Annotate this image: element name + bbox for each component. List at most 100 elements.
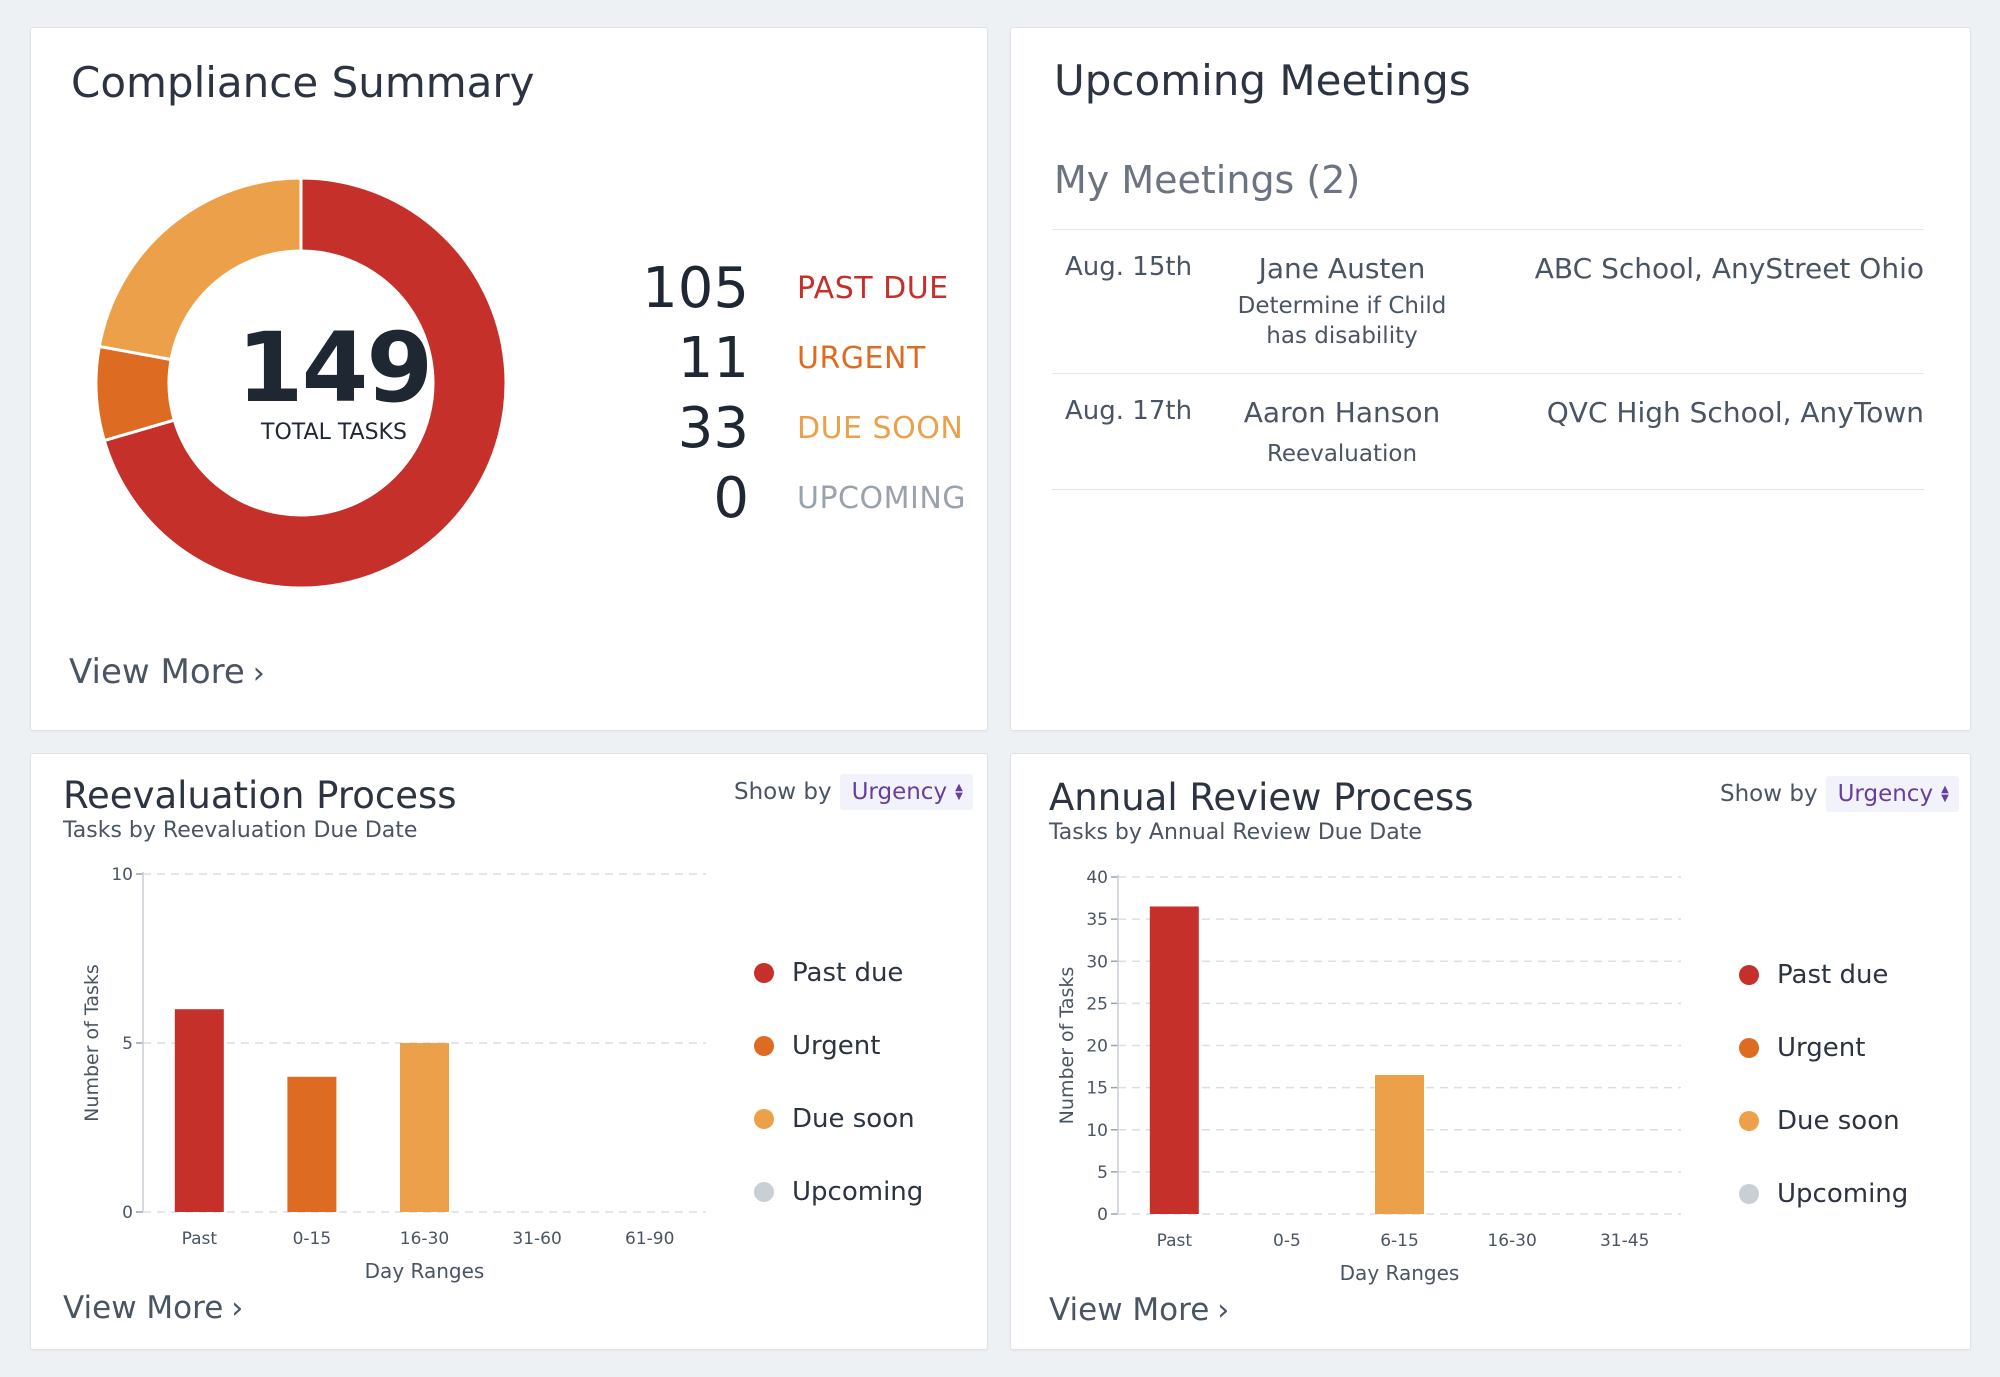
bar-6-15[interactable] xyxy=(1375,1074,1424,1214)
y-tick-label: 5 xyxy=(1097,1163,1108,1183)
bar-Past[interactable] xyxy=(1149,906,1199,1214)
legend-item-urgent[interactable]: Urgent xyxy=(1739,1011,1908,1084)
meeting-row[interactable]: Aug. 17th Aaron Hanson Reevaluation QVC … xyxy=(1052,373,1924,490)
x-tick-label: Past xyxy=(182,1229,218,1249)
y-axis-title: Number of Tasks xyxy=(81,964,103,1122)
chevron-right-icon: › xyxy=(1217,1293,1230,1328)
y-tick-label: 10 xyxy=(111,865,133,885)
annual-review-show-by: Show by Urgency ▲ ▼ xyxy=(1720,776,1959,812)
legend-dot-icon xyxy=(754,1035,774,1056)
legend-dot-icon xyxy=(1739,1110,1759,1131)
stat-urgent[interactable]: 11 URGENT xyxy=(601,323,966,393)
stat-upcoming-label: UPCOMING xyxy=(797,480,967,516)
legend-label: Upcoming xyxy=(792,1176,924,1207)
urgency-select-value: Urgency xyxy=(851,779,948,805)
annual-review-urgency-select[interactable]: Urgency ▲ ▼ xyxy=(1825,776,1959,812)
stat-past-due-label: PAST DUE xyxy=(797,270,949,306)
show-by-label: Show by xyxy=(1720,781,1818,807)
legend-item-upcoming[interactable]: Upcoming xyxy=(754,1155,923,1228)
x-tick-label: 16-30 xyxy=(1487,1231,1536,1251)
urgency-select-value: Urgency xyxy=(1837,781,1934,807)
compliance-stat-list: 105 PAST DUE 11 URGENT 33 DUE SOON 0 UPC… xyxy=(601,253,966,533)
bar-0-15[interactable] xyxy=(287,1076,337,1212)
legend-label: Due soon xyxy=(792,1103,915,1134)
legend-label: Urgent xyxy=(792,1030,881,1061)
chevron-right-icon: › xyxy=(231,1291,244,1326)
compliance-view-more-link[interactable]: View More › xyxy=(69,652,265,692)
meeting-person: Jane Austen Determine if Child has disab… xyxy=(1222,252,1462,351)
meeting-person: Aaron Hanson Reevaluation xyxy=(1222,396,1462,469)
legend-label: Past due xyxy=(1777,959,1889,990)
annual-review-process-title: Annual Review Process xyxy=(1049,776,1474,819)
x-tick-label: Past xyxy=(1157,1231,1193,1251)
legend-label: Urgent xyxy=(1777,1032,1866,1063)
meeting-location: QVC High School, AnyTown xyxy=(1546,396,1924,429)
total-tasks-count: 149 xyxy=(236,312,433,424)
compliance-summary-title: Compliance Summary xyxy=(71,58,535,107)
bar-Past[interactable] xyxy=(174,1009,224,1212)
meeting-description-line-1: Determine if Child xyxy=(1237,293,1447,319)
meeting-description-line-1: Reevaluation xyxy=(1266,441,1418,467)
legend-item-due-soon[interactable]: Due soon xyxy=(1739,1084,1908,1157)
legend-item-upcoming[interactable]: Upcoming xyxy=(1739,1157,1908,1230)
stat-due-soon-label: DUE SOON xyxy=(797,410,964,446)
x-tick-label: 0-15 xyxy=(293,1229,332,1249)
reevaluation-process-title: Reevaluation Process xyxy=(63,774,457,817)
compliance-donut-chart xyxy=(94,176,508,590)
reevaluation-urgency-select[interactable]: Urgency ▲ ▼ xyxy=(839,774,973,810)
show-by-label: Show by xyxy=(734,779,832,805)
annual-review-process-subtitle: Tasks by Annual Review Due Date xyxy=(1049,820,1422,845)
y-tick-label: 5 xyxy=(122,1034,133,1054)
reevaluation-bar-chart: 0 5 10 Past 0-15 16-30 31-60 61-90 Day Ranges Num… xyxy=(81,865,706,1283)
annual-review-view-more-label: View More xyxy=(1049,1292,1210,1328)
sort-arrows-icon: ▲ ▼ xyxy=(955,782,963,802)
legend-dot-icon xyxy=(754,962,774,983)
total-tasks-label: TOTAL TASKS xyxy=(261,420,407,445)
y-tick-label: 40 xyxy=(1086,868,1108,888)
annual-review-process-card: 0 5 10 15 20 25 30 35 40 Past 0-5 6-15 16-30 31-45 Day… xyxy=(1010,753,1971,1350)
donut-center: 149 TOTAL TASKS xyxy=(159,320,509,445)
bar-16-30[interactable] xyxy=(400,1043,449,1212)
legend-item-past-due[interactable]: Past due xyxy=(1739,938,1908,1011)
annual-review-legend: Past due Urgent Due soon Upcoming xyxy=(1739,938,1908,1230)
stat-due-soon[interactable]: 33 DUE SOON xyxy=(601,393,966,463)
y-tick-label: 35 xyxy=(1086,910,1108,930)
meeting-location: ABC School, AnyStreet Ohio xyxy=(1534,252,1924,285)
legend-item-due-soon[interactable]: Due soon xyxy=(754,1082,923,1155)
donut-slice-due-soon[interactable] xyxy=(97,176,303,362)
stat-urgent-label: URGENT xyxy=(797,340,926,376)
meetings-list: Aug. 15th Jane Austen Determine if Child… xyxy=(1052,229,1924,490)
legend-item-past-due[interactable]: Past due xyxy=(754,936,923,1009)
stat-urgent-count: 11 xyxy=(677,325,749,391)
reevaluation-view-more-label: View More xyxy=(63,1290,224,1326)
upcoming-meetings-card: Upcoming Meetings My Meetings (2) Aug. 1… xyxy=(1010,27,1971,731)
stat-past-due[interactable]: 105 PAST DUE xyxy=(601,253,966,323)
donut-slice-past-due[interactable] xyxy=(102,176,508,590)
x-tick-label: 0-5 xyxy=(1273,1231,1301,1251)
stat-due-soon-count: 33 xyxy=(677,395,749,461)
reevaluation-process-subtitle: Tasks by Reevaluation Due Date xyxy=(63,818,418,843)
legend-dot-icon xyxy=(1739,1037,1759,1058)
x-tick-label: 31-60 xyxy=(512,1229,561,1249)
x-axis-title: Day Ranges xyxy=(1340,1261,1460,1285)
stat-upcoming[interactable]: 0 UPCOMING xyxy=(601,463,966,533)
y-tick-label: 20 xyxy=(1086,1037,1108,1057)
reevaluation-view-more-link[interactable]: View More › xyxy=(63,1290,243,1326)
meeting-row[interactable]: Aug. 15th Jane Austen Determine if Child… xyxy=(1052,229,1924,373)
meeting-person-name: Jane Austen xyxy=(1258,252,1426,285)
meeting-person-name: Aaron Hanson xyxy=(1243,396,1441,429)
my-meetings-heading: My Meetings (2) xyxy=(1054,158,1361,202)
compliance-summary-card: Compliance Summary 149 TOTAL TASKS 105 P… xyxy=(30,27,988,731)
x-axis-title: Day Ranges xyxy=(365,1259,485,1283)
x-tick-label: 6-15 xyxy=(1380,1231,1419,1251)
meeting-description-line-2: has disability xyxy=(1266,323,1418,349)
meeting-date: Aug. 15th xyxy=(1065,252,1193,282)
y-tick-label: 10 xyxy=(1086,1121,1108,1141)
reevaluation-legend: Past due Urgent Due soon Upcoming xyxy=(754,936,923,1228)
legend-dot-icon xyxy=(1739,964,1759,985)
legend-item-urgent[interactable]: Urgent xyxy=(754,1009,923,1082)
legend-dot-icon xyxy=(754,1108,774,1129)
annual-review-view-more-link[interactable]: View More › xyxy=(1049,1292,1229,1328)
legend-dot-icon xyxy=(754,1181,774,1202)
reevaluation-show-by: Show by Urgency ▲ ▼ xyxy=(734,774,973,810)
